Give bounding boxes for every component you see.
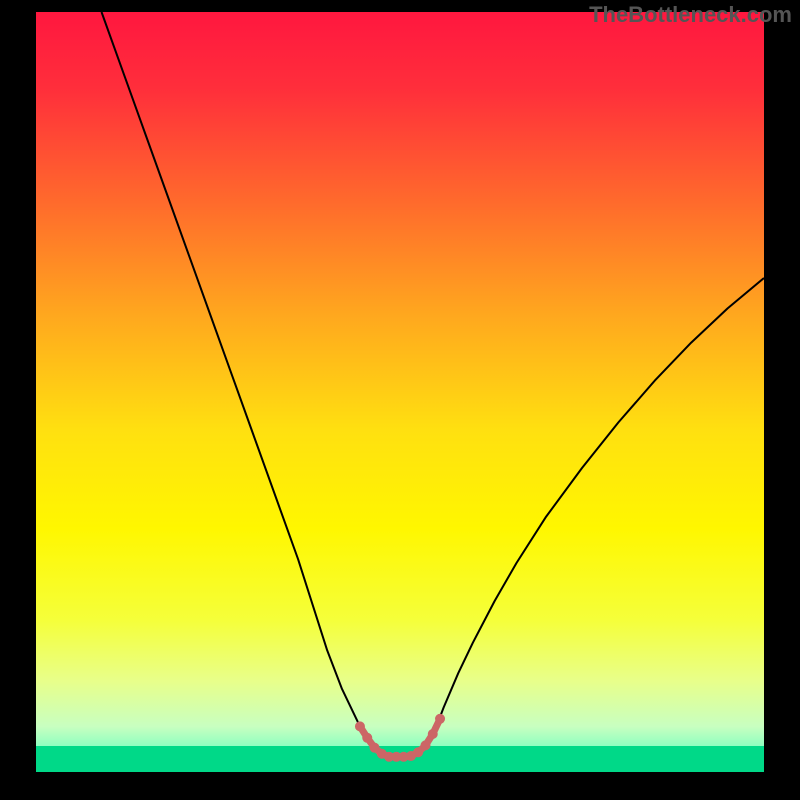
valley-overlay-markers [355, 714, 445, 762]
valley-marker [420, 740, 430, 750]
valley-marker [362, 733, 372, 743]
valley-marker [435, 714, 445, 724]
main-curve [102, 12, 764, 757]
curve-layer [36, 12, 764, 772]
valley-marker [428, 729, 438, 739]
watermark-text: TheBottleneck.com [589, 2, 792, 28]
valley-marker [355, 721, 365, 731]
plot-area [36, 12, 764, 772]
valley-marker [413, 747, 423, 757]
chart-container: TheBottleneck.com [0, 0, 800, 800]
